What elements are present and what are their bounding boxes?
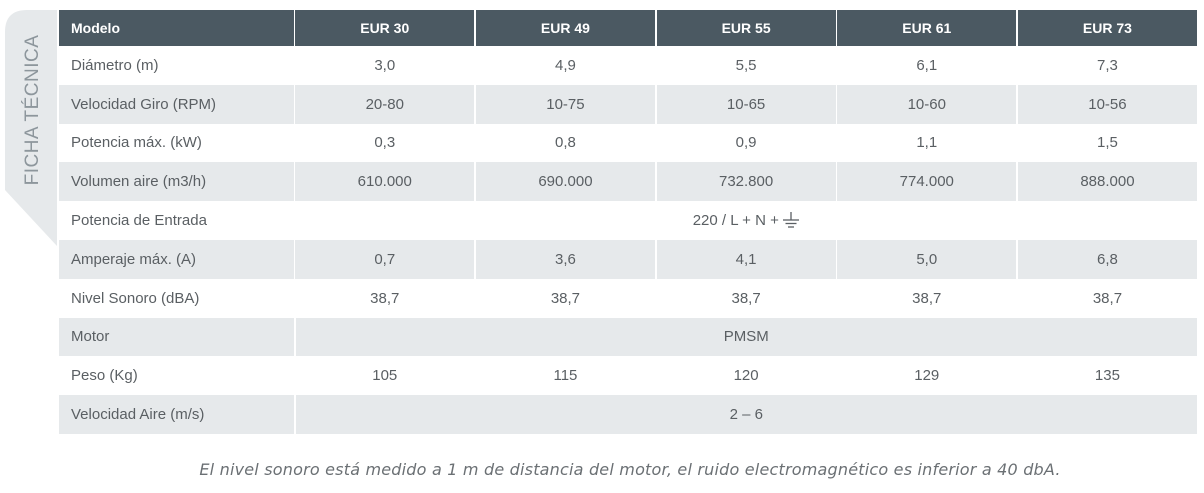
cell-value: 20-80 [295,84,475,124]
cell-value: 38,7 [550,289,581,307]
cell-value: 4,9 [555,56,576,74]
side-tab [5,10,57,246]
table-row: Motor PMSM [59,317,1197,357]
header-model: EUR 49 [475,10,655,46]
header-model: EUR 30 [295,10,475,46]
cell-value: 7,3 [1097,56,1118,74]
row-label: Peso (Kg) [71,367,138,385]
table-row: Potencia de Entrada 220 / L + N + [59,201,1197,240]
table-row: Velocidad Aire (m/s) 2 – 6 [59,395,1197,434]
cell-value: 10-60 [837,84,1017,124]
cell-value: 6,1 [916,56,938,74]
cell-value: 3,0 [374,56,396,74]
cell-value: 4,1 [656,239,836,279]
row-label: Amperaje máx. (A) [59,239,294,279]
cell-value: 38,7 [731,289,761,307]
row-label: Motor [59,317,294,357]
merged-value: 2 – 6 [295,395,1197,434]
cell-value: 6,8 [1017,239,1197,279]
spec-table: Modelo EUR 30 EUR 49 EUR 55 EUR 61 EUR 7… [59,10,1197,434]
cell-value: 5,0 [837,239,1017,279]
table-row: Nivel Sonoro (dBA) 38,7 38,7 38,7 38,7 3… [59,279,1197,318]
table-row: Amperaje máx. (A) 0,7 3,6 4,1 5,0 6,8 [59,239,1197,279]
table-row: Volumen aire (m3/h) 610.000 690.000 732.… [59,162,1197,202]
input-power-text: 220 / L + N + [692,212,779,230]
cell-value: 0,9 [735,134,757,152]
row-label: Diámetro (m) [71,56,159,74]
header-model: EUR 61 [837,10,1017,46]
cell-value: 38,7 [370,289,400,307]
cell-value: 120 [733,367,759,385]
footnote: El nivel sonoro está medido a 1 m de dis… [199,460,1061,479]
row-label: Velocidad Aire (m/s) [59,395,294,434]
cell-value: 732.800 [656,162,836,202]
side-tab-label: FICHA TÉCNICA [22,34,43,186]
cell-value: 690.000 [475,162,655,202]
cell-value: 135 [1094,367,1120,385]
cell-value: 1,5 [1097,134,1118,152]
table-row: Potencia máx. (kW) 0,3 0,8 0,9 1,1 1,5 [59,124,1197,163]
side-tab-shape [5,10,57,246]
header-model: EUR 73 [1017,10,1197,46]
cell-value: 610.000 [295,162,475,202]
row-label: Nivel Sonoro (dBA) [71,289,200,307]
cell-value: 10-75 [475,84,655,124]
cell-value: 3,6 [475,239,655,279]
cell-value: 1,1 [916,134,938,152]
row-label: Potencia máx. (kW) [71,134,202,152]
cell-value: 0,8 [555,134,576,152]
merged-value: PMSM [295,317,1197,357]
cell-value: 129 [914,367,940,385]
cell-value: 888.000 [1017,162,1197,202]
cell-value: 10-56 [1017,84,1197,124]
header-label: Modelo [59,10,294,46]
cell-value: 115 [553,367,578,385]
cell-value: 0,7 [295,239,475,279]
row-label: Volumen aire (m3/h) [59,162,294,202]
cell-value: 38,7 [912,289,942,307]
cell-value: 38,7 [1092,289,1123,307]
cell-value: 105 [372,367,398,385]
row-label: Velocidad Giro (RPM) [59,84,294,124]
cell-value: 0,3 [374,134,396,152]
table-header-row: Modelo EUR 30 EUR 49 EUR 55 EUR 61 EUR 7… [59,10,1197,46]
ground-icon [782,211,799,228]
cell-value: 10-65 [656,84,836,124]
cell-value: 5,5 [735,56,757,74]
header-model: EUR 55 [656,10,836,46]
row-label: Potencia de Entrada [71,212,207,230]
merged-value: 220 / L + N + [296,201,1197,240]
table-row: Velocidad Giro (RPM) 20-80 10-75 10-65 1… [59,84,1197,124]
table-row: Peso (Kg) 105 115 120 129 135 [59,356,1197,395]
table-row: Diámetro (m) 3,0 4,9 5,5 6,1 7,3 [59,46,1197,85]
cell-value: 774.000 [837,162,1017,202]
